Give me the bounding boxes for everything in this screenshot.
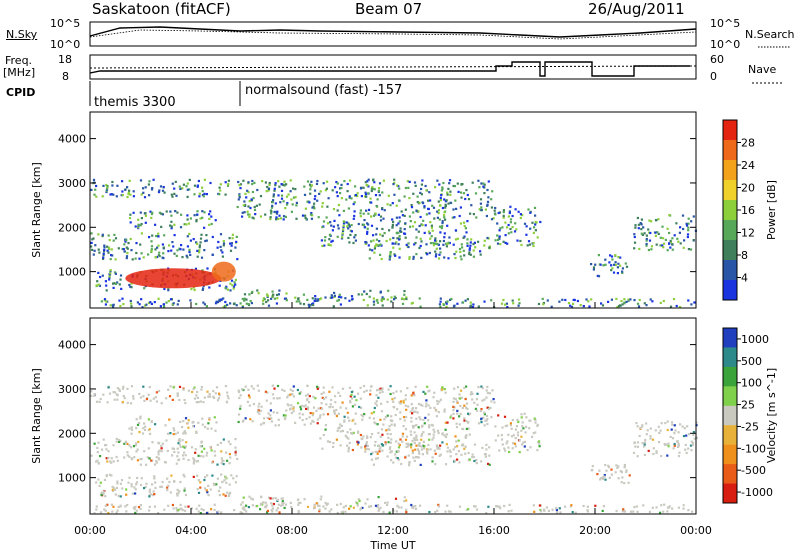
freq-panel [89, 54, 697, 80]
panel-power: 1000 2000 3000 4000 Slant Range [km] 4 8 12 16 20… [30, 111, 778, 309]
noise-search-trace [89, 29, 697, 40]
freq-label: Freq. [5, 54, 33, 67]
colorbar-segment [723, 280, 737, 301]
colorbar-segment [723, 200, 737, 221]
x-tick-label: 00:00 [74, 524, 106, 537]
beam-title: Beam 07 [355, 0, 423, 18]
power-core-2 [211, 261, 236, 282]
colorbar-segment [723, 240, 737, 261]
y-tick-label: 1000 [58, 266, 86, 279]
power-core [125, 268, 222, 289]
y-tick-label: 3000 [58, 177, 86, 190]
noise-panel [89, 21, 697, 47]
panel-frame [89, 317, 697, 515]
x-tick-label: 08:00 [276, 524, 308, 537]
cpid-program-1: themis 3300 [94, 95, 176, 110]
x-tick-label: 00:00 [680, 524, 712, 537]
echo-scatter [90, 384, 698, 515]
colorbar-segment [723, 386, 737, 407]
freq-trace [89, 61, 690, 77]
colorbar-segment [723, 260, 737, 281]
colorbar-label: Velocity [m s^-1] [765, 368, 778, 463]
colorbar-tick-label: -25 [741, 420, 759, 433]
y-tick-label: 2000 [58, 427, 86, 440]
colorbar-tick-label: 1000 [741, 333, 769, 346]
y-axis-label: Slant Range [km] [30, 162, 43, 258]
y-tick-label: 3000 [58, 383, 86, 396]
colorbar-segment [723, 366, 737, 387]
freq-left-tick-top: 18 [58, 53, 72, 66]
freq-unit-label: [MHz] [3, 66, 36, 79]
colorbar-label: Power [dB] [765, 180, 778, 240]
colorbar-tick-label: 500 [741, 355, 762, 368]
y-tick-label: 4000 [58, 133, 86, 146]
colorbar-segment [723, 160, 737, 181]
y-tick-label: 2000 [58, 221, 86, 234]
cpid-label: CPID [6, 86, 36, 99]
colorbar-segment [723, 220, 737, 241]
freq-left-tick-bottom: 8 [62, 70, 69, 83]
colorbar-segment [723, 405, 737, 426]
x-tick-label: 04:00 [175, 524, 207, 537]
colorbar-tick-label: 28 [741, 137, 755, 150]
noise-search-label: N.Search [745, 28, 795, 41]
colorbar-segment [723, 425, 737, 446]
echo-scatter [90, 178, 697, 309]
colorbar-segment [723, 464, 737, 485]
cpid-program-2: normalsound (fast) -157 [245, 83, 403, 98]
colorbar-segment [723, 120, 737, 141]
colorbar-frame [722, 327, 738, 504]
noise-left-tick-top: 10^5 [50, 17, 81, 30]
noise-sky-trace [89, 26, 697, 38]
colorbar-segment [723, 347, 737, 368]
nave-trace [89, 65, 697, 69]
colorbar-tick-label: 24 [741, 159, 755, 172]
noise-right-tick-bottom: 10^0 [710, 38, 741, 51]
colorbar-tick-label: 4 [741, 272, 748, 285]
colorbar-tick-label: -100 [741, 442, 766, 455]
noise-right-tick-top: 10^5 [710, 17, 741, 30]
colorbar-tick-label: 20 [741, 182, 755, 195]
date-title: 26/Aug/2011 [588, 0, 685, 18]
colorbar-segment [723, 444, 737, 465]
colorbar-tick-label: 25 [741, 399, 755, 412]
colorbar-segment [723, 328, 737, 348]
x-tick-label: 12:00 [377, 524, 409, 537]
colorbar-segment [723, 180, 737, 201]
x-axis-label: Time UT [369, 539, 415, 552]
colorbar-tick-label: 8 [741, 249, 748, 262]
panel-velocity: 1000 2000 3000 4000 Slant Range [km] 1000 500 1… [30, 317, 778, 515]
x-tick-label: 20:00 [579, 524, 611, 537]
colorbar-tick-label: 16 [741, 204, 755, 217]
nave-label: Nave [748, 63, 777, 76]
colorbar-tick-label: 100 [741, 377, 762, 390]
y-tick-label: 1000 [58, 472, 86, 485]
station-title: Saskatoon (fitACF) [92, 0, 231, 18]
y-tick-label: 4000 [58, 339, 86, 352]
colorbar-segment [723, 140, 737, 161]
freq-right-tick-bottom: 0 [710, 70, 717, 83]
noise-left-tick-bottom: 10^0 [50, 38, 81, 51]
colorbar-segment [723, 483, 737, 504]
x-tick-label: 16:00 [478, 524, 510, 537]
noise-sky-label: N.Sky [6, 28, 38, 41]
colorbar-tick-label: -500 [741, 464, 766, 477]
colorbar-tick-label: -1000 [741, 486, 773, 499]
freq-right-tick-top: 60 [710, 53, 724, 66]
colorbar-tick-label: 12 [741, 227, 755, 240]
y-axis-label: Slant Range [km] [30, 368, 43, 464]
